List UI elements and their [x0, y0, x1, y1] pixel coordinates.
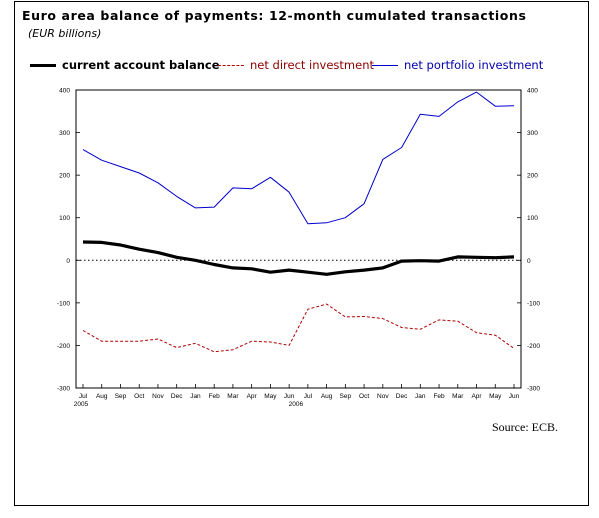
y-tick-label-left: 0	[66, 258, 70, 265]
y-tick-label-left: 100	[59, 215, 70, 222]
y-tick-label-right: 400	[527, 88, 538, 95]
y-tick-label-right: -100	[527, 300, 540, 307]
series-line-current-account-balance	[82, 240, 515, 276]
x-tick-label: Jun	[509, 393, 520, 400]
chart-frame	[14, 1, 589, 506]
y-tick-label-right: 200	[527, 173, 538, 180]
x-tick-label: Oct	[134, 393, 144, 400]
x-tick-label: Feb	[209, 393, 221, 400]
y-tick-label-left: 400	[59, 88, 70, 95]
x-tick-label: Jan	[190, 393, 201, 400]
x-tick-label: Jul	[304, 393, 313, 400]
plot-area	[75, 89, 522, 389]
x-tick-label: Sep	[115, 393, 127, 400]
x-tick-label: Sep	[340, 393, 352, 400]
x-tick-label: Aug	[321, 393, 333, 400]
x-tick-label: Dec	[396, 393, 408, 400]
x-tick-label: Mar	[452, 393, 464, 400]
legend-swatch-current-account	[30, 63, 56, 67]
x-tick-label: Nov	[152, 393, 164, 400]
y-tick-label-right: 100	[527, 215, 538, 222]
series-line-net-portfolio-investment	[82, 91, 515, 225]
chart-subtitle: (EUR billions)	[28, 27, 102, 40]
legend-label-direct-investment: net direct investment	[250, 58, 375, 72]
x-year-label: 2006	[289, 401, 304, 408]
x-tick-label: Dec	[171, 393, 183, 400]
y-tick-label-left: -100	[57, 300, 70, 307]
x-tick-label: Oct	[359, 393, 369, 400]
x-tick-label: Apr	[471, 393, 482, 400]
x-tick-label: Jun	[284, 393, 295, 400]
y-tick-label-left: -300	[57, 386, 70, 393]
legend-label-current-account: current account balance	[62, 58, 220, 72]
x-tick-label: Mar	[227, 393, 239, 400]
series-line-net-direct-investment	[82, 303, 515, 353]
y-tick-label-left: 200	[59, 173, 70, 180]
y-tick-label-right: -300	[527, 386, 540, 393]
y-tick-label-right: 300	[527, 130, 538, 137]
x-tick-label: Aug	[96, 393, 108, 400]
legend-item-direct-investment: net direct investment	[218, 58, 374, 72]
legend-swatch-direct-investment	[218, 64, 244, 66]
x-tick-label: Apr	[247, 393, 258, 400]
x-tick-label: May	[264, 393, 277, 400]
chart-title: Euro area balance of payments: 12-month …	[22, 8, 527, 23]
y-tick-label-right: -200	[527, 343, 540, 350]
legend-item-current-account: current account balance	[30, 58, 220, 72]
x-tick-label: Feb	[433, 393, 445, 400]
legend-label-portfolio-investment: net portfolio investment	[404, 58, 544, 72]
x-tick-label: Jul	[79, 393, 88, 400]
x-tick-label: Jan	[415, 393, 426, 400]
legend-item-portfolio-investment: net portfolio investment	[372, 58, 543, 72]
y-tick-label-right: 0	[527, 258, 531, 265]
x-tick-label: May	[489, 393, 502, 400]
legend-swatch-portfolio-investment	[372, 64, 398, 66]
x-tick-label: Nov	[377, 393, 389, 400]
y-tick-label-left: -200	[57, 343, 70, 350]
y-tick-label-left: 300	[59, 130, 70, 137]
x-year-label: 2005	[74, 401, 89, 408]
source-note: Source: ECB.	[492, 420, 558, 434]
